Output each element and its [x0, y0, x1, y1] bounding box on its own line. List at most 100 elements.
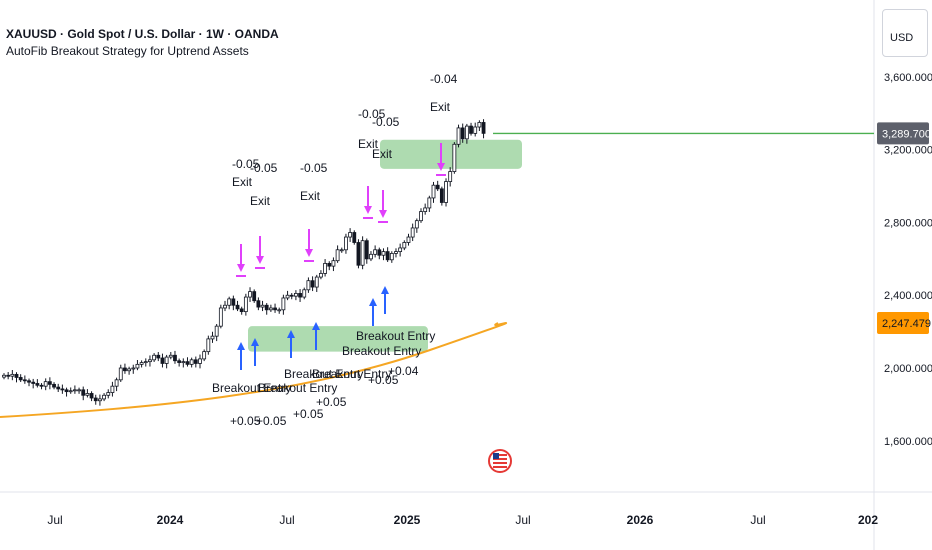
- indicator-title[interactable]: AutoFib Breakout Strategy for Uptrend As…: [6, 44, 249, 58]
- price-tick-label: 1,600.000: [884, 436, 932, 448]
- candle-body: [444, 181, 448, 203]
- exit-arrow-head: [237, 264, 245, 272]
- exit-signal: [436, 143, 446, 176]
- candle-body: [168, 354, 173, 358]
- candle-body: [473, 126, 478, 134]
- candle-body: [198, 358, 202, 364]
- entry-arrow-head: [381, 286, 389, 294]
- candle-body: [381, 251, 386, 256]
- candle-body: [277, 309, 282, 312]
- candle-body: [414, 220, 419, 229]
- entry-signal: [251, 338, 259, 366]
- candle-body: [469, 125, 473, 134]
- time-tick-label: Jul: [47, 513, 62, 527]
- candle-body: [423, 207, 428, 212]
- candle-body: [110, 385, 115, 393]
- entry-value: +0.05: [316, 395, 347, 409]
- last-price-label: 3,289.700: [882, 128, 931, 140]
- exit-signal: [304, 229, 314, 262]
- flag-canton: [493, 453, 499, 459]
- candle-body: [281, 297, 286, 311]
- candle-body: [56, 386, 61, 390]
- candle-body: [181, 361, 186, 364]
- candle-body: [210, 335, 215, 340]
- exit-value: -0.05: [372, 115, 400, 129]
- candle-body: [31, 381, 36, 384]
- candle-body: [85, 393, 90, 396]
- candle-body: [160, 357, 165, 364]
- price-tick-label: 3,600.000: [884, 72, 932, 84]
- exit-value: -0.05: [358, 107, 386, 121]
- exit-arrow-head: [256, 256, 264, 264]
- flag-stripe: [493, 454, 507, 456]
- candle-body: [177, 360, 182, 363]
- candle-body: [39, 384, 44, 387]
- candle-body: [47, 381, 52, 385]
- candle-body: [410, 227, 415, 238]
- candle-body: [2, 374, 6, 378]
- candle-body: [81, 389, 86, 396]
- flag-stripe: [493, 458, 507, 460]
- currency-button[interactable]: USD: [882, 9, 928, 57]
- candle-body: [335, 249, 340, 262]
- entry-label: Breakout Entry: [342, 344, 421, 358]
- candle-body: [202, 351, 207, 360]
- entry-signal: [369, 298, 377, 326]
- entry-value: +0.05: [368, 373, 399, 387]
- candle-body: [52, 383, 56, 388]
- exit-label: Exit: [372, 147, 393, 161]
- entry-value: +0.05: [293, 407, 324, 421]
- price-tick-label: 2,800.000: [884, 217, 932, 229]
- candle-body: [164, 356, 169, 364]
- time-tick-label: 2025: [394, 513, 421, 527]
- candle-body: [223, 304, 227, 309]
- candle-body: [239, 308, 244, 313]
- exit-label: Exit: [250, 194, 271, 208]
- candle-body: [243, 296, 248, 313]
- candle-body: [327, 263, 332, 267]
- candle-body: [477, 122, 482, 128]
- candle-body: [456, 127, 461, 145]
- candle-body: [398, 247, 403, 252]
- candle-body: [252, 291, 257, 302]
- entry-value: +0.05: [230, 414, 261, 428]
- candle-body: [460, 127, 465, 140]
- candle-body: [348, 232, 353, 238]
- candle-body: [464, 125, 469, 140]
- candle-body: [77, 389, 81, 392]
- candle-body: [156, 354, 161, 359]
- exit-signal: [255, 236, 265, 269]
- candle-body: [323, 263, 327, 274]
- candle-body: [189, 359, 194, 365]
- flag-ring: [488, 449, 512, 473]
- candle-body: [14, 373, 19, 378]
- candle-body: [193, 359, 198, 364]
- entry-label: Breakout Entry: [212, 381, 291, 395]
- exit-value: -0.05: [232, 157, 260, 171]
- entry-value: +0.05: [256, 414, 287, 428]
- candle-body: [143, 361, 148, 364]
- candle-body: [293, 293, 298, 297]
- time-tick-label: Jul: [279, 513, 294, 527]
- moving-average-line: [0, 322, 507, 418]
- entry-signal: [312, 322, 320, 350]
- candle-body: [135, 363, 140, 369]
- time-tick-label: 202: [858, 513, 878, 527]
- candle-body: [331, 260, 336, 267]
- candle-body: [439, 188, 444, 203]
- exit-label: Exit: [232, 175, 253, 189]
- symbol-title[interactable]: XAUUSD · Gold Spot / U.S. Dollar · 1W · …: [6, 27, 279, 41]
- entry-arrow-head: [251, 338, 259, 346]
- candle-body: [369, 253, 373, 260]
- candle-body: [231, 298, 236, 306]
- candle-body: [256, 300, 261, 308]
- candle-body: [364, 240, 369, 260]
- candle-body: [64, 389, 69, 393]
- fib-zone-1: [248, 326, 428, 352]
- candle-body: [114, 379, 119, 387]
- flag-stripe: [493, 462, 507, 464]
- candle-body: [314, 276, 319, 288]
- exit-label: Exit: [358, 137, 379, 151]
- exit-signal: [363, 186, 373, 219]
